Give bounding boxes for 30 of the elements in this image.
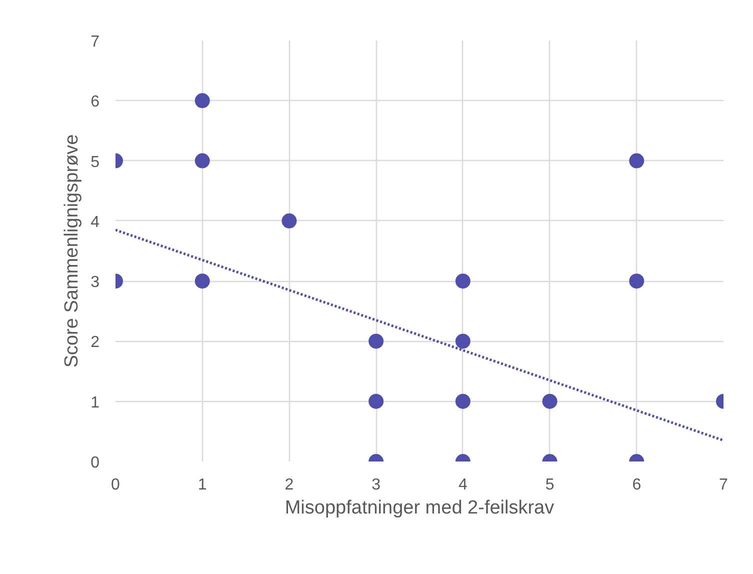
point bbox=[629, 274, 644, 289]
y-tick-label: 2 bbox=[90, 334, 100, 352]
x-tick-label: 1 bbox=[198, 476, 207, 494]
x-tick-label: 3 bbox=[372, 476, 381, 494]
point bbox=[368, 394, 384, 409]
x-tick-label: 6 bbox=[632, 476, 642, 494]
x-tick-label: 5 bbox=[545, 476, 554, 494]
point bbox=[282, 213, 297, 228]
x-tick-label: 0 bbox=[111, 476, 120, 494]
y-axis-title: Score Sammenlignigsprøve bbox=[62, 134, 83, 368]
x-tick-label: 7 bbox=[719, 476, 728, 494]
y-tick-label: 0 bbox=[90, 454, 100, 472]
y-tick-label: 4 bbox=[90, 214, 100, 231]
y-tick-label: 5 bbox=[90, 154, 100, 171]
y-tick-label: 6 bbox=[90, 94, 100, 111]
point bbox=[629, 153, 644, 168]
x-axis-title: Misoppfatninger med 2-feilskrav bbox=[284, 498, 555, 518]
x-tick-label: 2 bbox=[284, 476, 294, 494]
y-tick-label: 3 bbox=[90, 274, 100, 292]
y-tick-label: 1 bbox=[90, 394, 100, 412]
point bbox=[455, 334, 470, 349]
point bbox=[455, 394, 470, 409]
point bbox=[194, 274, 210, 289]
point bbox=[368, 334, 384, 349]
point bbox=[542, 394, 558, 409]
point bbox=[194, 153, 210, 168]
y-tick-label: 7 bbox=[90, 34, 100, 50]
x-tick-label: 4 bbox=[458, 476, 468, 494]
point bbox=[194, 93, 210, 108]
point bbox=[455, 274, 470, 289]
